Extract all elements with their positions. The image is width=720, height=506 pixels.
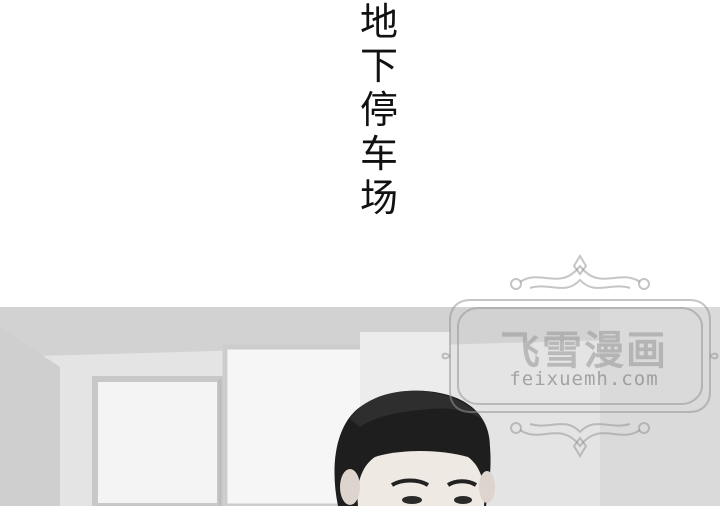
caption-char: 车 [359, 132, 398, 176]
comic-panel-photo [0, 307, 720, 506]
vertical-caption: 地 下 停 车 场 [355, 0, 403, 220]
watermark-title: 飞雪漫画 [500, 328, 668, 374]
panel-scene [0, 307, 720, 506]
caption-char: 停 [359, 88, 398, 132]
caption-char: 下 [359, 44, 398, 88]
caption-char: 场 [359, 176, 398, 220]
watermark-url: feixuemh.com [509, 368, 659, 390]
watermark-emblem [440, 252, 720, 462]
caption-char: 地 [359, 0, 398, 44]
ornament-frame-icon [441, 254, 719, 458]
